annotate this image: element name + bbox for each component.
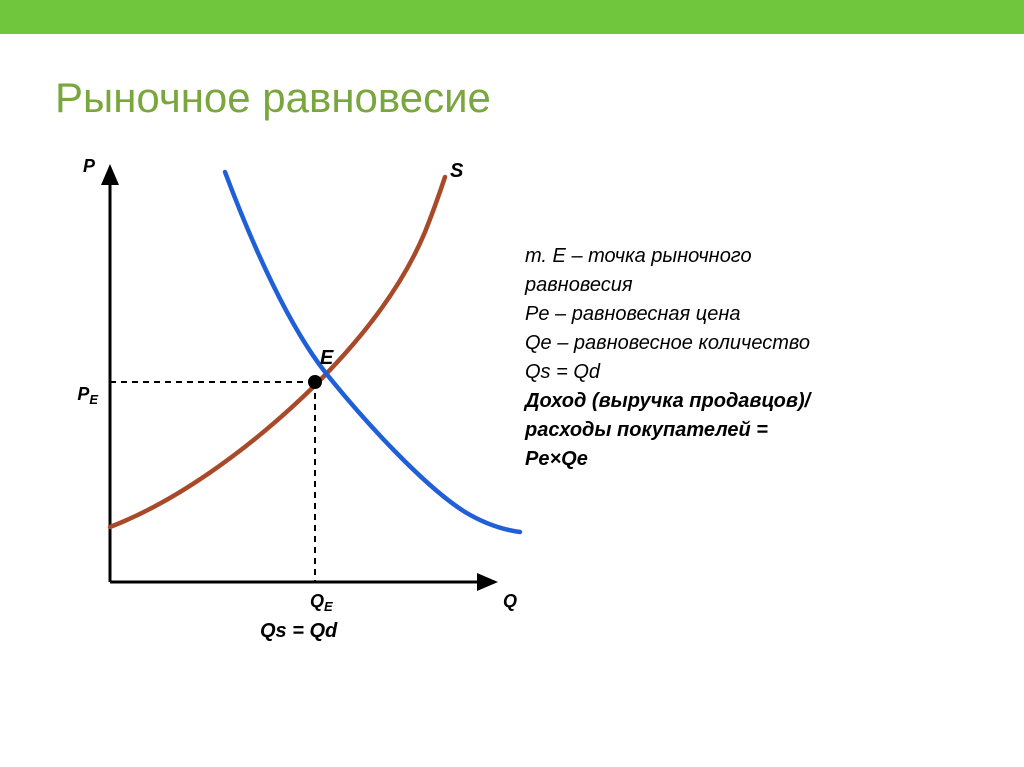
svg-text:QE: QE — [310, 591, 333, 614]
slide-content: Рыночное равновесие PQSDEPEQEQs = Qd т. … — [0, 34, 1024, 672]
legend-line-6: Доход (выручка продавцов)/ — [525, 387, 810, 416]
legend-line-3: Pe – равновесная цена — [525, 300, 810, 329]
content-row: PQSDEPEQEQs = Qd т. Е – точка рыночного … — [55, 152, 969, 652]
svg-text:P: P — [83, 156, 96, 176]
legend-block: т. Е – точка рыночного равновесия Pe – р… — [525, 152, 810, 474]
svg-text:Qs = Qd: Qs = Qd — [260, 620, 338, 642]
legend-line-2: равновесия — [525, 271, 810, 300]
svg-text:Q: Q — [503, 591, 517, 611]
svg-text:PE: PE — [77, 384, 98, 407]
top-accent-bar — [0, 0, 1024, 34]
chart-svg: PQSDEPEQEQs = Qd — [55, 152, 525, 652]
legend-line-7: расходы покупателей = — [525, 416, 810, 445]
legend-line-8: Pe×Qe — [525, 445, 810, 474]
slide-title: Рыночное равновесие — [55, 74, 969, 122]
legend-line-4: Qe – равновесное количество — [525, 329, 810, 358]
legend-line-1: т. Е – точка рыночного — [525, 242, 810, 271]
equilibrium-chart: PQSDEPEQEQs = Qd — [55, 152, 525, 652]
svg-text:E: E — [320, 347, 334, 369]
svg-text:S: S — [450, 160, 464, 182]
legend-line-5: Qs = Qd — [525, 358, 810, 387]
